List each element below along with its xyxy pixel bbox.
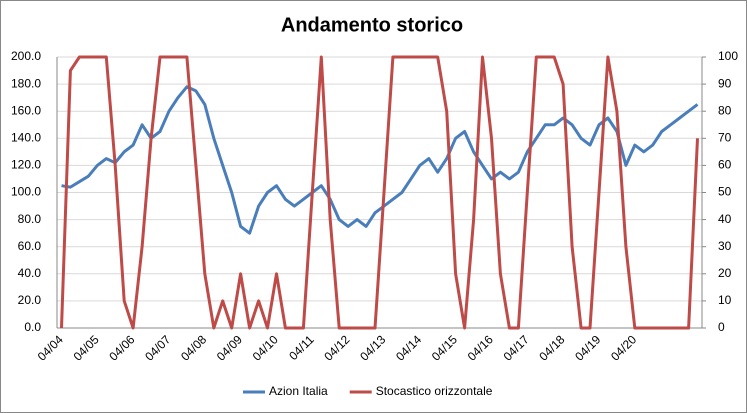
y2-tick-label: 30: [718, 239, 732, 253]
legend-label: Azion Italia: [269, 384, 328, 398]
y2-tick-label: 70: [718, 130, 732, 144]
y2-tick-label: 10: [718, 293, 732, 307]
y-tick-label: 80.0: [18, 212, 42, 226]
y2-tick-label: 50: [718, 185, 732, 199]
y2-tick-label: 60: [718, 158, 732, 172]
y-tick-label: 120.0: [11, 158, 41, 172]
y-tick-label: 60.0: [18, 239, 42, 253]
y2-tick-label: 90: [718, 76, 732, 90]
y-tick-label: 180.0: [11, 76, 41, 90]
y2-tick-label: 20: [718, 266, 732, 280]
y-tick-label: 40.0: [18, 266, 42, 280]
y-tick-label: 140.0: [11, 130, 41, 144]
series-line: [60, 55, 699, 330]
series-line: [61, 85, 699, 235]
y2-tick-label: 0: [718, 320, 725, 334]
y-tick-label: 20.0: [18, 293, 42, 307]
y-tick-label: 100.0: [11, 185, 41, 199]
y2-tick-label: 100: [718, 49, 738, 63]
y-tick-label: 200.0: [11, 49, 41, 63]
chart-title: Andamento storico: [281, 14, 463, 36]
y-tick-label: 160.0: [11, 103, 41, 117]
y-tick-label: 0.0: [24, 320, 41, 334]
y2-tick-label: 80: [718, 103, 732, 117]
legend-label: Stocastico orizzontale: [376, 384, 493, 398]
y2-tick-label: 40: [718, 212, 732, 226]
